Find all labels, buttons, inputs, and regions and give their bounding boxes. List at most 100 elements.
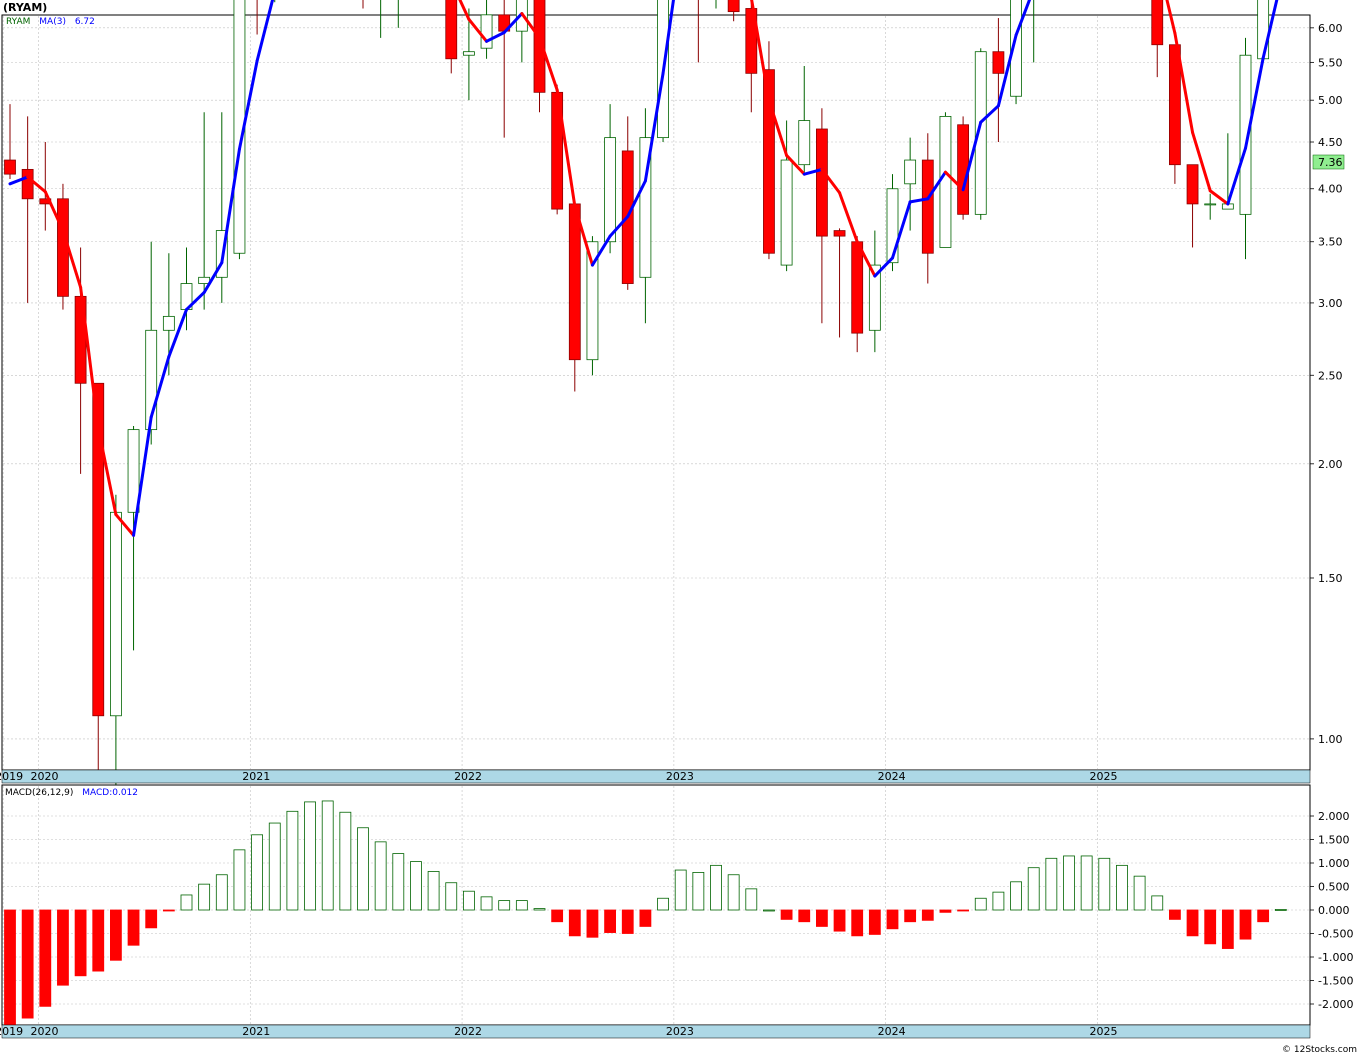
candle-body — [586, 241, 599, 361]
macd-bar — [657, 897, 669, 911]
macd-params: MACD(26,12,9) — [5, 788, 73, 798]
year-label: 2021 — [242, 770, 270, 783]
candle — [868, 230, 881, 353]
candle — [21, 116, 34, 303]
macd-bar — [74, 909, 87, 977]
macd-bar — [1080, 855, 1093, 911]
ma-segment — [979, 104, 1000, 124]
ma-segment — [96, 426, 118, 517]
macd-bar — [692, 872, 705, 911]
candle-body — [727, 0, 740, 13]
macd-bar — [392, 853, 405, 911]
year-label: 2022 — [454, 770, 482, 783]
macd-bar — [162, 909, 175, 912]
macd-bar — [251, 834, 264, 911]
candle — [445, 0, 458, 74]
ma-segment — [820, 167, 842, 195]
ma-segment — [167, 308, 188, 359]
legend-ma-value: 6.72 — [75, 17, 95, 27]
candle — [127, 426, 140, 651]
legend-ma-label: MA(3) — [39, 17, 66, 27]
ma-segment — [43, 190, 65, 233]
year-label: 2023 — [666, 770, 694, 783]
ma-segment — [114, 513, 136, 537]
macd-bar — [780, 909, 793, 920]
ma-segment — [555, 88, 577, 208]
macd-bar — [710, 864, 722, 911]
candle-body — [868, 264, 881, 331]
candle-body — [763, 69, 775, 254]
macd-year-label: 2022 — [454, 1025, 482, 1038]
candle-body — [604, 137, 616, 243]
macd-bar — [410, 861, 422, 911]
macd-bar — [604, 909, 616, 933]
price-tick-label: 5.50 — [1318, 56, 1343, 69]
macd-bar — [939, 909, 952, 913]
macd-bar — [1257, 909, 1270, 923]
macd-bar — [462, 890, 475, 911]
ma-segment — [8, 175, 30, 186]
candle-body — [462, 51, 475, 56]
ma-segment — [961, 120, 983, 192]
macd-tick-label: 1.000 — [1318, 857, 1350, 870]
candle — [697, 0, 699, 63]
macd-bar — [639, 909, 652, 927]
price-tick-label: 1.00 — [1318, 733, 1343, 746]
ma-segment — [79, 285, 100, 430]
legend-symbol: RYAM — [6, 17, 30, 27]
chart-title: (RYAM) — [3, 1, 47, 14]
candle-body — [851, 241, 864, 334]
macd-tick-label: -1.000 — [1318, 951, 1353, 964]
macd-bar — [904, 909, 917, 923]
macd-bar — [1133, 875, 1146, 911]
candle — [380, 0, 382, 38]
macd-bar — [268, 822, 281, 911]
macd-bar — [4, 909, 16, 1028]
price-axis: 11.0010.009.509.008.508.007.507.006.506.… — [1310, 0, 1343, 746]
macd-bar — [763, 909, 775, 912]
ma-segment — [255, 0, 275, 63]
macd-bar — [57, 909, 69, 986]
macd-bar — [1098, 857, 1111, 911]
candle-body — [145, 329, 158, 431]
macd-bar — [1063, 855, 1075, 911]
macd-bar — [1045, 857, 1058, 911]
macd-bar — [1239, 909, 1252, 940]
macd-tick-label: -2.000 — [1318, 998, 1353, 1011]
candle-body — [816, 128, 828, 237]
macd-panel — [1, 784, 1311, 1026]
macd-bar — [674, 869, 687, 911]
macd-bar — [551, 909, 564, 923]
macd-bar — [868, 909, 881, 935]
candle-body — [921, 159, 934, 254]
candle-body — [1239, 54, 1252, 215]
ma-segment — [891, 200, 912, 260]
candle — [480, 0, 493, 59]
price-tick-label: 2.50 — [1318, 369, 1343, 382]
ma-segment — [1165, 0, 1177, 35]
macd-tick-label: -0.500 — [1318, 928, 1353, 941]
macd-bar — [533, 908, 546, 911]
ma-segment — [943, 170, 965, 192]
ma-segment — [926, 170, 947, 201]
candle — [92, 382, 105, 781]
macd-tick-label: -1.500 — [1318, 975, 1353, 988]
candle — [1169, 44, 1181, 184]
candle-body — [974, 51, 987, 215]
ma-segment — [502, 12, 524, 34]
candle-body — [992, 51, 1005, 74]
macd-bar — [1186, 909, 1199, 937]
macd-bar — [1169, 909, 1181, 920]
candle — [780, 120, 793, 272]
candle — [974, 48, 987, 220]
macd-bar — [198, 883, 211, 911]
macd-bar — [727, 874, 740, 911]
ma-segment — [996, 33, 1018, 108]
macd-bar — [427, 871, 440, 911]
candle — [727, 0, 740, 22]
ma-segment — [855, 240, 877, 278]
ma-segment — [467, 17, 489, 43]
